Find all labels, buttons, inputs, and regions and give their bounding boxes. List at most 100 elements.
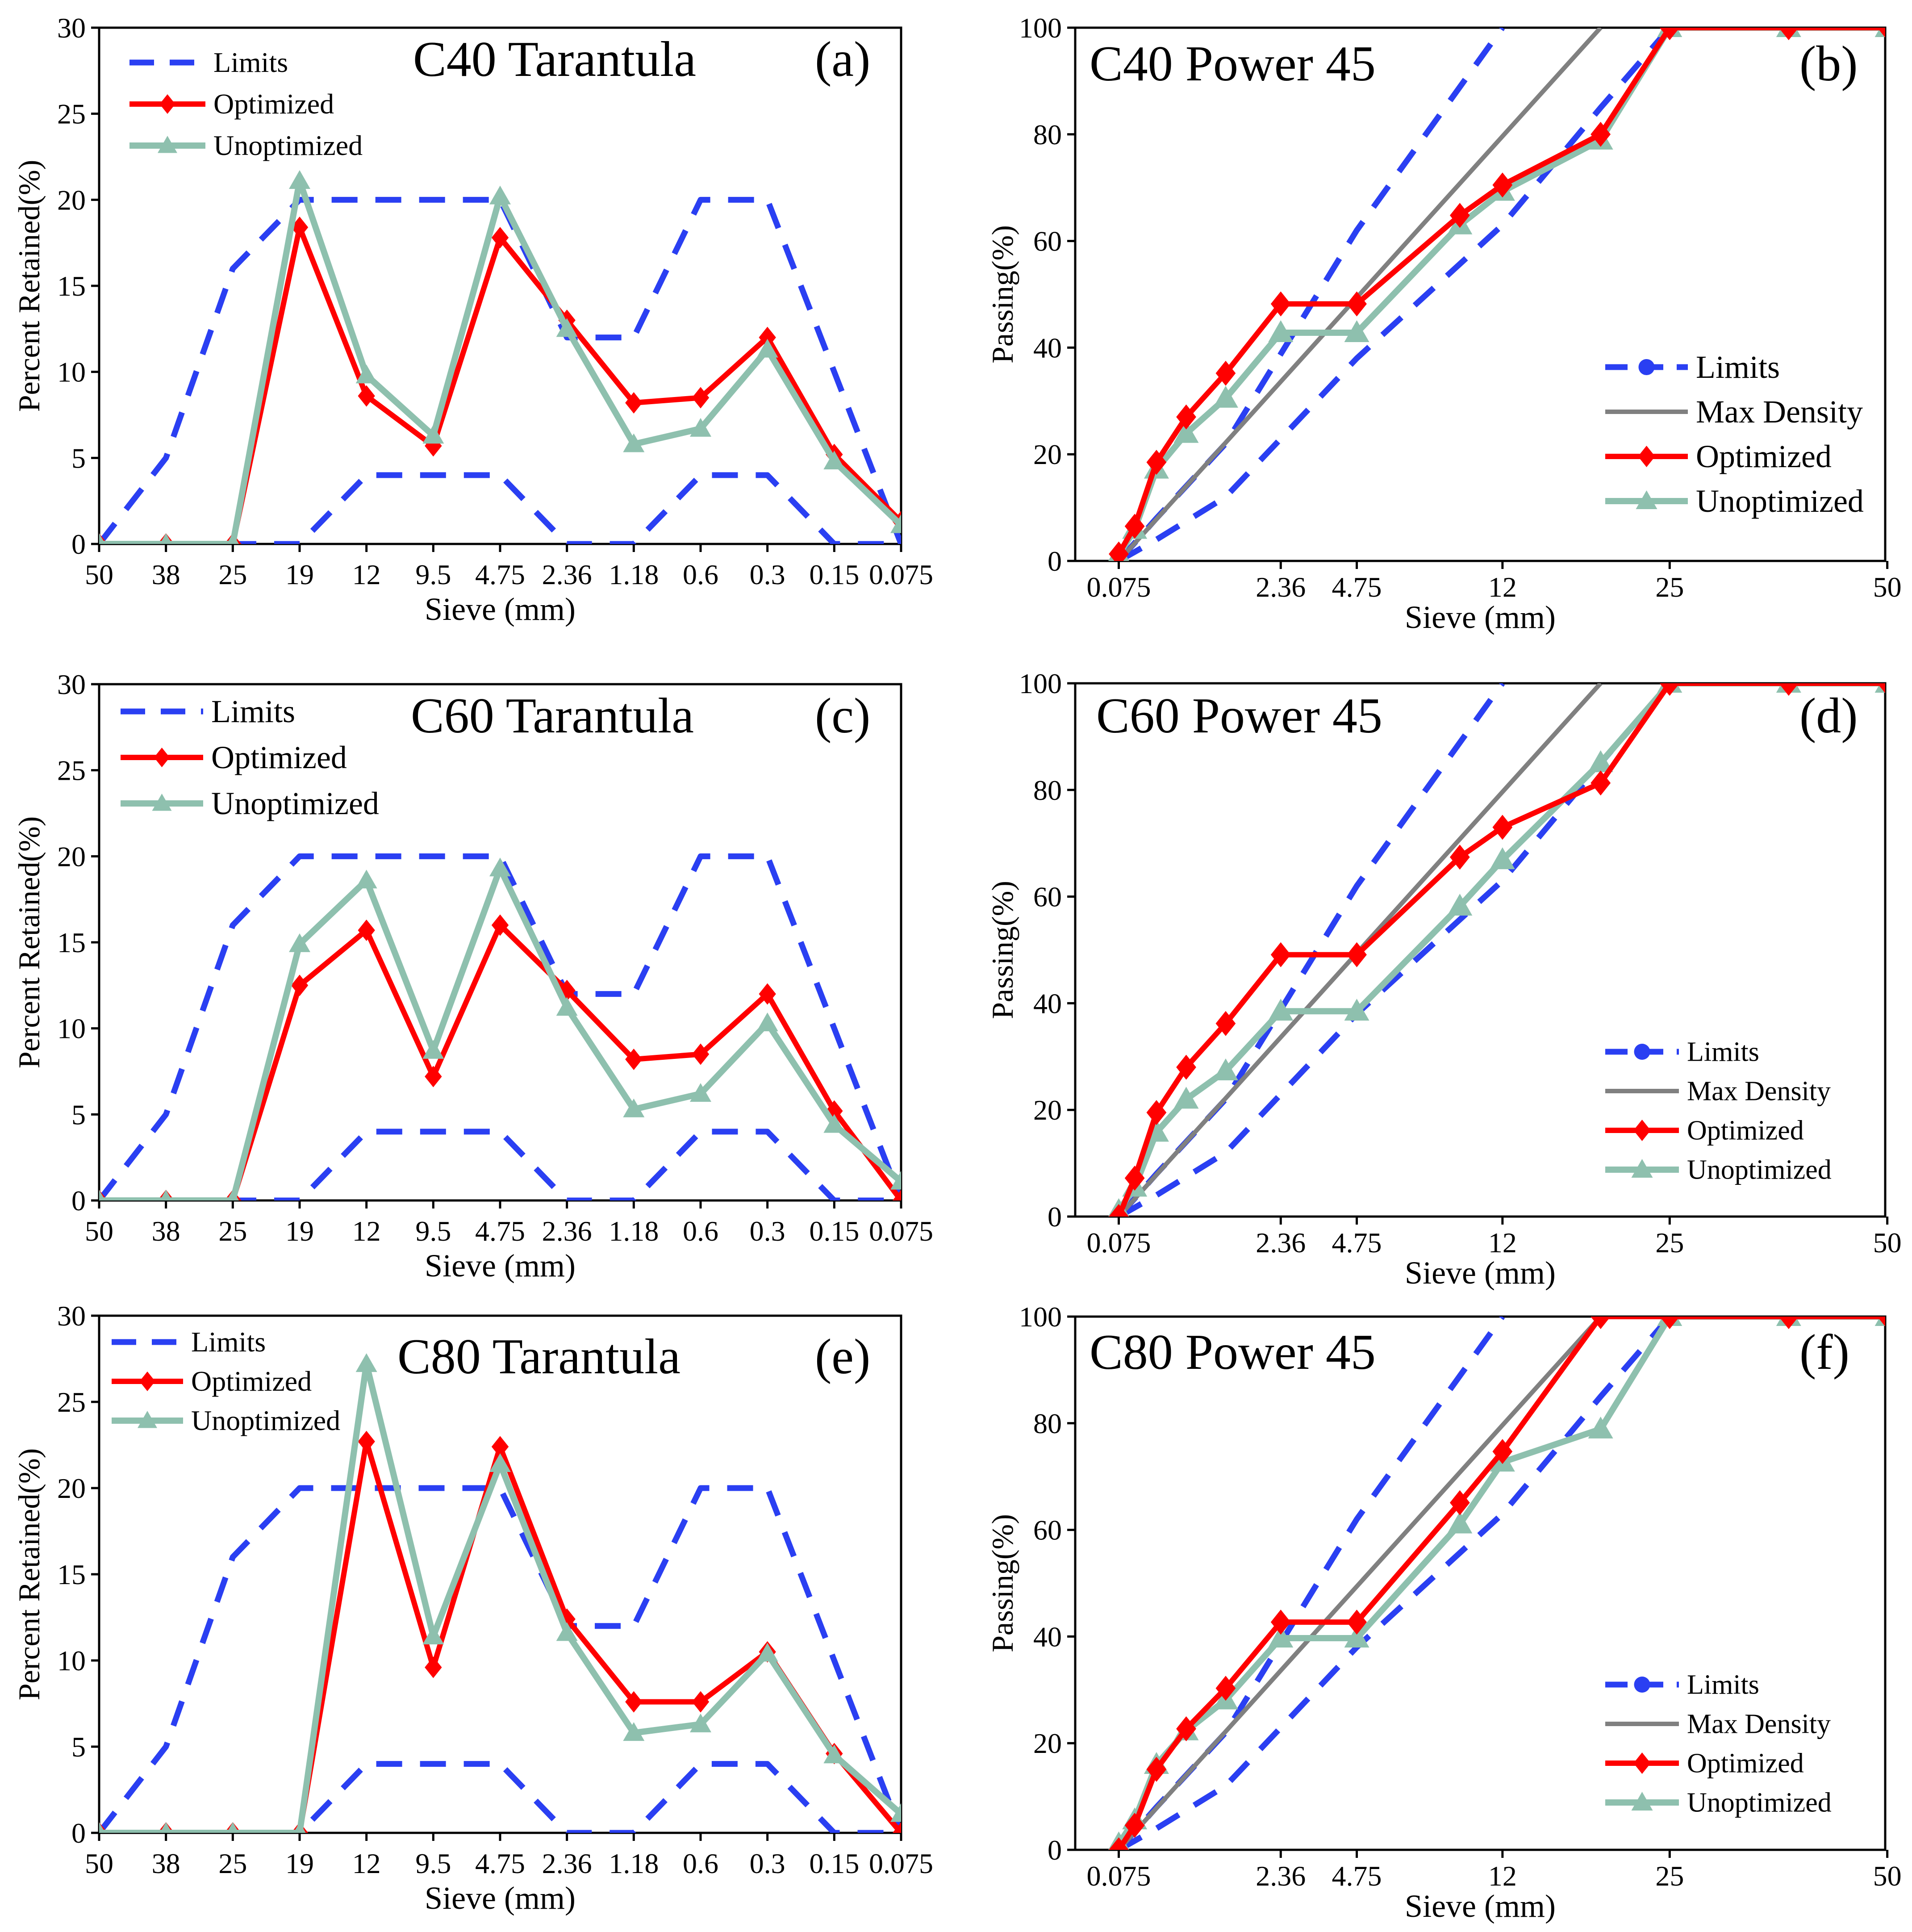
y-tick-label: 100 xyxy=(1019,12,1062,44)
series-line-limits xyxy=(99,197,901,544)
data-point-optimized xyxy=(1877,28,1885,38)
x-tick-label: 2.36 xyxy=(1256,1227,1306,1259)
data-point-optimized xyxy=(1591,770,1611,796)
y-tick-label: 80 xyxy=(1033,1408,1062,1439)
data-point-optimized xyxy=(625,392,643,414)
data-point-optimized xyxy=(892,1822,901,1833)
legend-marker xyxy=(159,94,175,114)
panel-b: 0 20 40 60 80 100 0.075 2.36 4.75 12 25 50 Sieve (mm… xyxy=(985,12,1902,635)
data-point-unoptimized xyxy=(823,1744,845,1764)
data-point-optimized xyxy=(1492,815,1513,840)
data-point-unoptimized xyxy=(422,1040,444,1059)
data-point-unoptimized xyxy=(1344,999,1369,1021)
chart-title: C80 Tarantula xyxy=(397,1329,680,1384)
data-point-optimized xyxy=(826,1100,843,1122)
data-point-optimized xyxy=(1492,1439,1513,1464)
x-tick-label: 50 xyxy=(85,559,113,590)
data-point-optimized xyxy=(1778,1317,1799,1329)
data-point-unoptimized xyxy=(489,857,511,877)
data-point-optimized xyxy=(1270,291,1291,317)
y-tick-label: 15 xyxy=(57,270,86,302)
legend-label: Limits xyxy=(1687,1037,1759,1067)
x-tick-label: 9.5 xyxy=(415,1215,451,1247)
data-point-unoptimized xyxy=(99,1822,105,1833)
data-point-unoptimized xyxy=(355,870,377,889)
data-point-optimized xyxy=(759,326,776,348)
series-line-max-density xyxy=(1117,1317,1603,1850)
y-axis-label: Passing(%) xyxy=(985,225,1019,364)
data-point-optimized xyxy=(692,1043,710,1065)
y-axis-label: Percent Retained(%) xyxy=(12,1448,46,1701)
x-tick-label: 4.75 xyxy=(1332,1860,1382,1892)
y-axis-label: Passing(%) xyxy=(985,881,1019,1019)
y-tick-label: 15 xyxy=(57,927,86,958)
data-point-optimized xyxy=(1449,1490,1470,1515)
x-tick-label: 2.36 xyxy=(542,1215,592,1247)
x-tick-label: 0.075 xyxy=(1086,1860,1151,1892)
legend: Limits Max Density Optimized Unoptimized xyxy=(1605,349,1864,519)
data-point-unoptimized xyxy=(422,1625,444,1644)
x-tick-label: 2.36 xyxy=(542,1848,592,1879)
x-tick-label: 0.6 xyxy=(683,559,718,590)
y-tick-label: 20 xyxy=(57,1472,86,1504)
data-point-unoptimized xyxy=(422,425,444,444)
data-point-optimized xyxy=(1659,28,1680,40)
legend-label: Unoptimized xyxy=(213,130,363,161)
chart-title: C60 Power 45 xyxy=(1096,688,1382,744)
data-point-optimized xyxy=(1215,1011,1236,1036)
y-tick-label: 25 xyxy=(57,1386,86,1418)
data-point-unoptimized xyxy=(226,1190,239,1200)
x-tick-label: 12 xyxy=(352,1215,381,1247)
y-axis-label: Passing(%) xyxy=(985,1514,1019,1652)
x-tick-label: 19 xyxy=(285,1215,314,1247)
x-tick-label: 0.075 xyxy=(869,1215,933,1247)
legend-label: Max Density xyxy=(1687,1076,1831,1106)
y-tick-label: 0 xyxy=(1048,1201,1062,1233)
legend-marker xyxy=(138,1411,157,1428)
panel-letter: (f) xyxy=(1799,1325,1849,1380)
legend-marker xyxy=(1631,1159,1653,1178)
data-point-unoptimized xyxy=(289,933,310,952)
x-tick-label: 0.075 xyxy=(1086,1227,1151,1259)
y-tick-label: 60 xyxy=(1033,226,1062,257)
x-tick-label: 12 xyxy=(1488,1860,1517,1892)
chart-title: C40 Tarantula xyxy=(413,32,696,87)
data-point-unoptimized xyxy=(1213,1058,1238,1081)
data-point-optimized xyxy=(1347,291,1367,317)
y-tick-label: 30 xyxy=(57,669,86,700)
x-tick-label: 4.75 xyxy=(475,1215,525,1247)
legend-label: Limits xyxy=(1696,349,1780,385)
data-point-optimized xyxy=(291,216,309,238)
legend-label: Optimized xyxy=(1696,439,1832,474)
data-point-unoptimized xyxy=(226,1822,239,1833)
panel-letter: (c) xyxy=(815,688,870,744)
y-tick-label: 40 xyxy=(1033,987,1062,1019)
data-point-optimized xyxy=(892,1190,901,1200)
data-point-optimized xyxy=(1146,1100,1167,1125)
data-point-unoptimized xyxy=(556,997,578,1016)
x-tick-label: 0.3 xyxy=(750,1848,785,1879)
legend-marker xyxy=(1638,446,1655,467)
data-point-optimized xyxy=(1449,845,1470,870)
series-line-limits xyxy=(1116,683,1505,1217)
data-point-unoptimized xyxy=(756,339,778,358)
x-tick-label: 12 xyxy=(1488,571,1517,603)
data-point-optimized xyxy=(692,1691,710,1713)
data-point-unoptimized xyxy=(1874,683,1885,693)
data-point-optimized xyxy=(1109,541,1129,561)
x-tick-label: 2.36 xyxy=(1256,571,1306,603)
data-point-optimized xyxy=(1449,203,1470,228)
data-point-unoptimized xyxy=(1173,1087,1199,1109)
data-point-optimized xyxy=(1591,1317,1611,1329)
y-tick-label: 100 xyxy=(1019,668,1062,699)
data-point-unoptimized xyxy=(355,1353,377,1372)
data-point-unoptimized xyxy=(623,1722,645,1741)
y-tick-label: 5 xyxy=(71,1731,86,1763)
data-point-unoptimized xyxy=(159,533,172,544)
y-tick-label: 5 xyxy=(71,1099,86,1130)
panel-letter: (a) xyxy=(815,32,870,87)
y-tick-label: 80 xyxy=(1033,774,1062,806)
x-tick-label: 12 xyxy=(352,1848,381,1879)
x-tick-label: 2.36 xyxy=(542,559,592,590)
data-point-optimized xyxy=(1176,1716,1196,1741)
